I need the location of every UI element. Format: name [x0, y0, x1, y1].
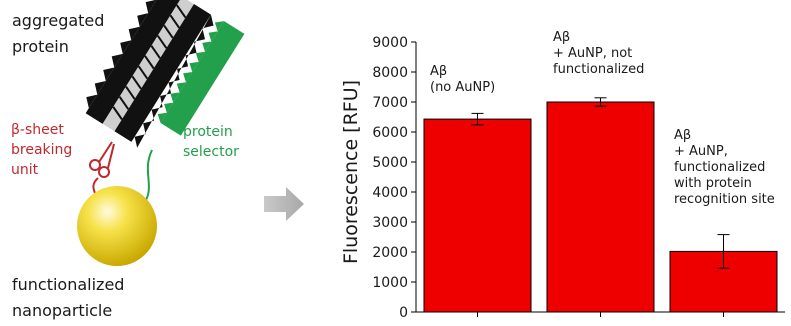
annotation-bar-2: Aβ + AuNP, not functionalized	[553, 30, 645, 77]
annotation-bar-1: Aβ (no AuNP)	[430, 64, 496, 95]
fibril-icon	[85, 0, 214, 148]
y-tick-label: 2000	[372, 245, 408, 261]
annotation-bar-3: Aβ + AuNP, functionalized with protein r…	[674, 128, 775, 207]
y-tick-label: 9000	[372, 35, 408, 51]
bar	[423, 118, 532, 313]
y-tick-label: 5000	[372, 155, 408, 171]
nanoparticle-icon	[77, 186, 157, 266]
y-tick-label: 6000	[372, 125, 408, 141]
y-tick-label: 8000	[372, 65, 408, 81]
y-tick-label: 3000	[372, 215, 408, 231]
y-tick-label: 1000	[372, 275, 408, 291]
selector-icon	[157, 21, 245, 136]
label-functionalized-nanoparticle: functionalized nanoparticle	[12, 275, 125, 320]
label-protein-selector: protein selector	[183, 124, 239, 160]
label-beta-sheet-breaker: β-sheet breaking unit	[11, 122, 73, 178]
y-tick-label: 0	[399, 305, 408, 321]
y-tick-label: 4000	[372, 185, 408, 201]
bar	[546, 101, 655, 313]
label-aggregated-protein: aggregated protein	[12, 11, 105, 56]
y-tick-label: 7000	[372, 95, 408, 111]
y-axis-label: Fluorescence [RFU]	[340, 80, 362, 264]
arrow-icon	[264, 187, 304, 221]
